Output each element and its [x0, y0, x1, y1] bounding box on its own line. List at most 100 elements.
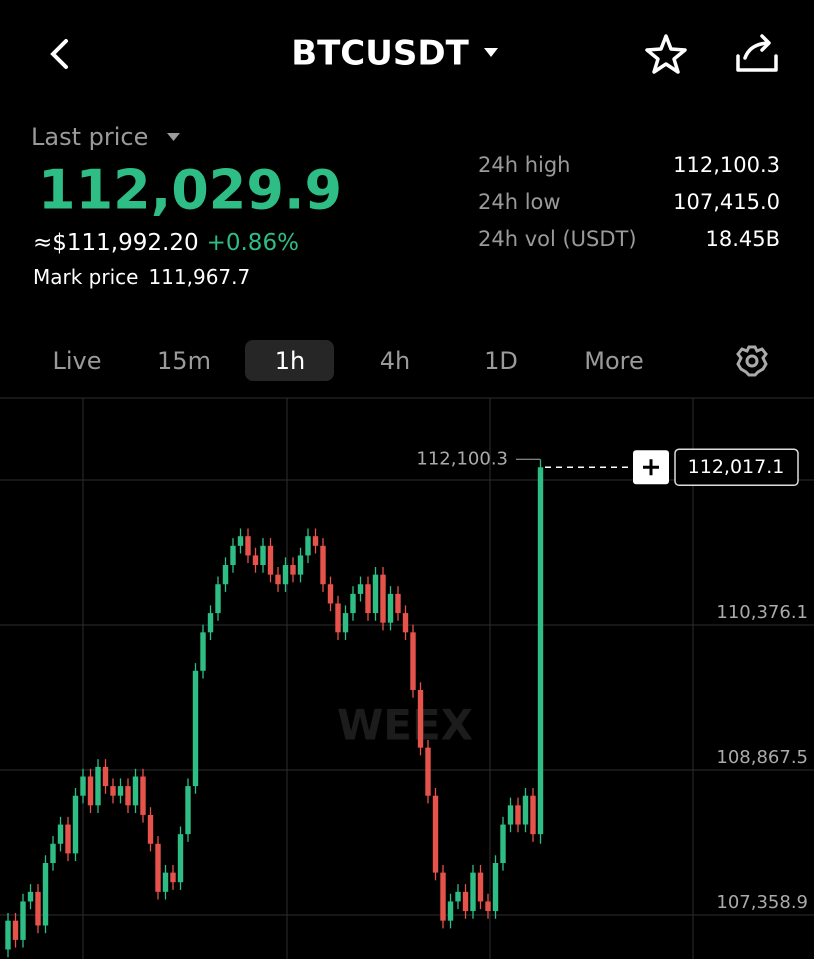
candle-body — [65, 824, 71, 854]
candle-body — [335, 603, 341, 633]
interval-tab[interactable]: 4h — [380, 347, 410, 375]
candle-body — [27, 891, 34, 902]
candle-body — [72, 795, 79, 854]
candle-body — [237, 536, 244, 546]
back-button[interactable] — [50, 39, 68, 69]
stat-value: 18.45B — [705, 227, 780, 251]
candle-body — [290, 565, 296, 575]
interval-tab[interactable]: 1h — [275, 347, 305, 375]
candle-body — [132, 776, 139, 806]
candle-body — [245, 536, 251, 556]
mark-price: Mark price 111,967.7 — [33, 265, 250, 289]
candle-body — [485, 901, 491, 912]
stat-label: 24h low — [478, 190, 561, 214]
candle-body — [155, 843, 161, 892]
candle-body — [432, 795, 439, 873]
candle-body — [380, 574, 386, 623]
candle-body — [387, 593, 394, 623]
candle-body — [492, 862, 499, 912]
favorite-button[interactable] — [645, 34, 687, 74]
candle-body — [42, 862, 49, 926]
candle-body — [312, 536, 319, 546]
price-change: +0.86% — [207, 230, 299, 256]
candle-body — [410, 632, 416, 690]
candle-body — [102, 766, 109, 787]
candle-body — [177, 834, 184, 883]
candle-body — [305, 536, 311, 556]
candle-body — [530, 795, 536, 835]
stat-value: 112,100.3 — [673, 153, 780, 177]
candle-body — [200, 632, 206, 671]
candle-body — [5, 920, 11, 950]
candle-body — [320, 545, 326, 585]
candle-body — [207, 613, 214, 633]
candle-body — [522, 795, 529, 825]
candle-body — [215, 584, 221, 614]
y-tick-label: 110,376.1 — [716, 602, 808, 623]
last-price: 112,029.9 — [38, 159, 342, 222]
candle-body — [222, 565, 229, 585]
candle-body — [170, 872, 176, 883]
last-price-tag: 112,017.1 — [688, 456, 785, 478]
interval-tab[interactable]: 1D — [484, 347, 518, 375]
candle-body — [462, 891, 469, 912]
candle-body — [365, 584, 371, 614]
candle-body — [80, 776, 86, 796]
candle-body — [447, 901, 454, 921]
crosshair-plus[interactable] — [643, 459, 659, 476]
candle-body — [275, 574, 281, 585]
candle-body — [402, 613, 409, 633]
candle-body — [282, 565, 289, 585]
candle-body — [357, 584, 364, 594]
candle-body — [327, 584, 334, 604]
candle-body — [342, 613, 349, 633]
candle-body — [440, 872, 446, 921]
y-tick-label: 107,358.9 — [716, 892, 808, 913]
candle-body — [260, 545, 266, 566]
settings-button[interactable] — [736, 345, 768, 377]
watermark: WEEX — [337, 701, 473, 750]
last-price-label[interactable]: Last price — [31, 123, 148, 151]
interval-tab[interactable]: 15m — [157, 347, 211, 375]
candle-body — [477, 872, 484, 902]
stats: 24h high 112,100.3 24h low 107,415.0 24h vol… — [478, 153, 780, 251]
candle-body — [350, 593, 356, 614]
candle-body — [507, 805, 514, 825]
candle-body — [297, 555, 304, 575]
candle-body — [372, 574, 379, 614]
candle-body — [95, 766, 101, 806]
candle-body — [455, 891, 461, 902]
candle-body — [87, 776, 94, 806]
last-price-caret[interactable] — [167, 133, 180, 141]
interval-tabs: Live 15m 1h 4h 1D More — [52, 347, 643, 375]
high-label: 112,100.3 — [416, 448, 508, 469]
candle-body — [395, 593, 401, 614]
selected-interval-bg — [245, 340, 334, 381]
candle-body — [147, 814, 154, 844]
mark-price-label: Mark price — [33, 265, 138, 289]
candle-body — [417, 689, 424, 748]
symbol-caret[interactable] — [484, 48, 498, 57]
vertical-grid — [82, 398, 694, 959]
candle-body — [110, 786, 116, 796]
interval-tab[interactable]: More — [584, 347, 644, 375]
candle-body — [185, 786, 191, 835]
interval-tab[interactable]: Live — [52, 347, 101, 375]
candle-body — [252, 555, 259, 566]
candle-body — [20, 901, 26, 940]
candle-body — [50, 843, 56, 863]
candle-body — [515, 805, 521, 825]
candle-body — [537, 467, 544, 835]
candle-body — [35, 891, 41, 926]
stat-label: 24h vol (USDT) — [478, 227, 637, 251]
stat-label: 24h high — [478, 153, 571, 177]
share-button[interactable] — [736, 34, 778, 72]
chart: WEEX 110,376.1 108,867.5 107,358.9 112,100.… — [0, 397, 814, 959]
candle-body — [267, 545, 274, 575]
candle-body — [57, 824, 64, 844]
candle-body — [125, 786, 131, 806]
symbol[interactable]: BTCUSDT — [291, 34, 469, 74]
candle-body — [140, 776, 146, 815]
